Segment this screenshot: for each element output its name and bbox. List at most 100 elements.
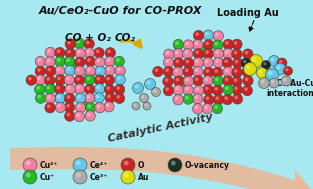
Circle shape xyxy=(203,40,214,50)
Circle shape xyxy=(279,60,283,63)
Circle shape xyxy=(67,63,77,73)
Circle shape xyxy=(96,77,100,81)
Text: Ce³⁺: Ce³⁺ xyxy=(90,173,108,181)
Circle shape xyxy=(28,77,32,81)
Circle shape xyxy=(193,57,203,68)
Circle shape xyxy=(74,75,85,86)
Circle shape xyxy=(80,97,90,107)
Circle shape xyxy=(232,39,242,50)
Circle shape xyxy=(76,161,81,166)
Circle shape xyxy=(185,69,188,72)
Circle shape xyxy=(172,67,183,77)
Circle shape xyxy=(203,85,213,95)
Circle shape xyxy=(277,58,287,68)
Circle shape xyxy=(166,59,169,63)
Circle shape xyxy=(261,60,270,70)
Circle shape xyxy=(55,75,65,85)
Circle shape xyxy=(76,86,80,89)
Circle shape xyxy=(74,66,85,76)
Circle shape xyxy=(55,56,65,67)
Circle shape xyxy=(57,58,60,62)
Circle shape xyxy=(95,57,105,67)
Circle shape xyxy=(223,85,233,95)
Text: Ce⁴⁺: Ce⁴⁺ xyxy=(90,160,108,170)
Circle shape xyxy=(26,161,31,166)
Circle shape xyxy=(183,76,193,86)
Circle shape xyxy=(95,66,105,77)
Circle shape xyxy=(67,50,71,53)
Circle shape xyxy=(82,99,85,102)
Circle shape xyxy=(173,49,183,59)
Circle shape xyxy=(244,69,248,72)
Circle shape xyxy=(175,41,179,45)
Circle shape xyxy=(69,65,73,68)
Text: Cu²⁺: Cu²⁺ xyxy=(40,160,59,170)
Circle shape xyxy=(183,94,193,104)
Circle shape xyxy=(205,87,208,90)
Circle shape xyxy=(214,42,218,46)
Circle shape xyxy=(47,105,51,108)
Circle shape xyxy=(87,104,91,108)
Circle shape xyxy=(117,76,121,80)
Circle shape xyxy=(223,39,233,50)
Circle shape xyxy=(215,50,219,54)
Circle shape xyxy=(66,104,70,108)
Circle shape xyxy=(57,95,60,98)
Circle shape xyxy=(116,86,120,90)
Circle shape xyxy=(64,111,75,121)
Circle shape xyxy=(214,87,218,91)
Circle shape xyxy=(57,77,61,80)
Circle shape xyxy=(87,68,91,71)
Circle shape xyxy=(223,48,233,59)
Circle shape xyxy=(94,47,104,58)
Circle shape xyxy=(271,57,275,61)
Circle shape xyxy=(232,67,242,78)
Circle shape xyxy=(245,51,249,54)
Circle shape xyxy=(86,95,90,98)
Circle shape xyxy=(26,173,31,177)
Circle shape xyxy=(85,75,95,85)
Circle shape xyxy=(212,103,223,114)
Circle shape xyxy=(75,57,85,67)
Text: Catalytic Activity: Catalytic Activity xyxy=(106,112,213,144)
Circle shape xyxy=(215,77,218,81)
Circle shape xyxy=(268,71,273,75)
Text: CeO₂: CeO₂ xyxy=(85,75,104,81)
Circle shape xyxy=(173,58,184,68)
Circle shape xyxy=(232,94,243,104)
Circle shape xyxy=(232,49,242,59)
Circle shape xyxy=(198,47,208,57)
Circle shape xyxy=(193,66,203,77)
Circle shape xyxy=(57,49,60,53)
Circle shape xyxy=(47,95,51,99)
Circle shape xyxy=(26,75,36,85)
Circle shape xyxy=(96,86,100,89)
Circle shape xyxy=(66,77,70,80)
Circle shape xyxy=(77,50,81,53)
Circle shape xyxy=(76,113,80,117)
Circle shape xyxy=(196,87,199,91)
Circle shape xyxy=(245,77,249,81)
Circle shape xyxy=(164,49,174,60)
Circle shape xyxy=(165,87,169,91)
Circle shape xyxy=(168,158,182,172)
Circle shape xyxy=(246,65,251,69)
Circle shape xyxy=(47,77,50,81)
Circle shape xyxy=(212,85,223,96)
Circle shape xyxy=(145,104,147,106)
Circle shape xyxy=(106,77,110,80)
Circle shape xyxy=(155,68,158,72)
Circle shape xyxy=(166,51,169,55)
Circle shape xyxy=(224,59,228,63)
Circle shape xyxy=(182,49,193,59)
Circle shape xyxy=(116,58,120,62)
Circle shape xyxy=(107,58,110,62)
Circle shape xyxy=(85,102,96,113)
Circle shape xyxy=(165,78,168,82)
Circle shape xyxy=(195,59,199,63)
Circle shape xyxy=(225,69,228,72)
Circle shape xyxy=(183,58,194,68)
Circle shape xyxy=(75,93,85,104)
Circle shape xyxy=(23,170,37,184)
Circle shape xyxy=(171,161,176,166)
